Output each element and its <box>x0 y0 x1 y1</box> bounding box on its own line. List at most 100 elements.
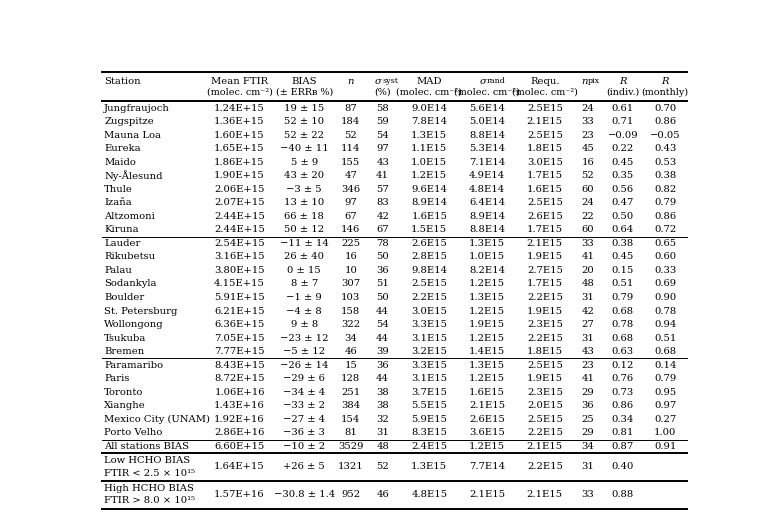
Text: 3529: 3529 <box>338 442 364 451</box>
Text: 1.2E15: 1.2E15 <box>469 279 505 289</box>
Text: 0.60: 0.60 <box>654 252 676 262</box>
Text: 0.14: 0.14 <box>654 361 676 370</box>
Text: 0.78: 0.78 <box>611 320 634 329</box>
Text: −11 ± 14: −11 ± 14 <box>280 239 328 248</box>
Text: 50 ± 12: 50 ± 12 <box>284 225 324 235</box>
Text: 16: 16 <box>581 158 594 166</box>
Text: 4.8E15: 4.8E15 <box>411 490 447 499</box>
Text: −3 ± 5: −3 ± 5 <box>286 185 322 194</box>
Text: 2.4E15: 2.4E15 <box>411 442 447 451</box>
Text: 2.6E15: 2.6E15 <box>527 212 563 221</box>
Text: 78: 78 <box>377 239 389 248</box>
Text: R: R <box>619 77 627 86</box>
Text: Xianghe: Xianghe <box>104 401 146 410</box>
Text: 1.8E15: 1.8E15 <box>527 144 563 153</box>
Text: Paris: Paris <box>104 374 130 383</box>
Text: 0.95: 0.95 <box>654 388 676 397</box>
Text: 9.0E14: 9.0E14 <box>411 103 447 112</box>
Text: (indiv.): (indiv.) <box>606 88 640 97</box>
Text: 22: 22 <box>581 212 594 221</box>
Text: (molec. cm⁻²): (molec. cm⁻²) <box>206 88 272 97</box>
Text: 0.87: 0.87 <box>611 442 634 451</box>
Text: 2.3E15: 2.3E15 <box>527 320 563 329</box>
Text: 2.07E+15: 2.07E+15 <box>214 198 265 207</box>
Text: 44: 44 <box>376 333 389 343</box>
Text: 31: 31 <box>581 293 594 302</box>
Text: 8.3E15: 8.3E15 <box>411 428 447 437</box>
Text: −34 ± 4: −34 ± 4 <box>283 388 325 397</box>
Text: 0.79: 0.79 <box>654 198 676 207</box>
Text: 322: 322 <box>341 320 360 329</box>
Text: 0.78: 0.78 <box>654 306 676 316</box>
Text: 15: 15 <box>344 361 357 370</box>
Text: rand: rand <box>486 77 505 85</box>
Text: −4 ± 8: −4 ± 8 <box>286 306 322 316</box>
Text: 10: 10 <box>344 266 357 275</box>
Text: BIAS: BIAS <box>291 77 317 86</box>
Text: 1.9E15: 1.9E15 <box>527 252 563 262</box>
Text: 3.7E15: 3.7E15 <box>411 388 447 397</box>
Text: 2.7E15: 2.7E15 <box>527 266 563 275</box>
Text: pix: pix <box>588 77 600 85</box>
Text: 2.2E15: 2.2E15 <box>527 462 563 472</box>
Text: 6.21E+15: 6.21E+15 <box>214 306 265 316</box>
Text: FTIR < 2.5 × 10¹⁵: FTIR < 2.5 × 10¹⁵ <box>104 469 195 477</box>
Text: 0.65: 0.65 <box>654 239 676 248</box>
Text: Paramaribo: Paramaribo <box>104 361 163 370</box>
Text: Jungfraujoch: Jungfraujoch <box>104 103 170 112</box>
Text: 3.1E15: 3.1E15 <box>411 374 447 383</box>
Text: 1.2E15: 1.2E15 <box>469 442 505 451</box>
Text: 3.80E+15: 3.80E+15 <box>214 266 265 275</box>
Text: 0.33: 0.33 <box>654 266 676 275</box>
Text: n: n <box>581 77 588 86</box>
Text: 1.9E15: 1.9E15 <box>527 374 563 383</box>
Text: 3.3E15: 3.3E15 <box>411 320 447 329</box>
Text: σ: σ <box>375 77 382 86</box>
Text: 2.6E15: 2.6E15 <box>411 239 447 248</box>
Text: −40 ± 11: −40 ± 11 <box>280 144 328 153</box>
Text: 42: 42 <box>581 306 594 316</box>
Text: 103: 103 <box>341 293 360 302</box>
Text: 97: 97 <box>377 144 389 153</box>
Text: 44: 44 <box>376 306 389 316</box>
Text: 0.56: 0.56 <box>611 185 634 194</box>
Text: 0.97: 0.97 <box>654 401 676 410</box>
Text: 0.47: 0.47 <box>611 198 634 207</box>
Text: 7.05E+15: 7.05E+15 <box>214 333 265 343</box>
Text: 1.3E15: 1.3E15 <box>411 462 447 472</box>
Text: 3.1E15: 3.1E15 <box>411 333 447 343</box>
Text: (± ERRʙ %): (± ERRʙ %) <box>275 88 333 97</box>
Text: 1.5E15: 1.5E15 <box>411 225 447 235</box>
Text: 7.77E+15: 7.77E+15 <box>214 347 265 356</box>
Text: Tsukuba: Tsukuba <box>104 333 146 343</box>
Text: syst: syst <box>382 77 398 85</box>
Text: −0.05: −0.05 <box>650 131 680 139</box>
Text: 2.1E15: 2.1E15 <box>469 490 505 499</box>
Text: Wollongong: Wollongong <box>104 320 164 329</box>
Text: 2.5E15: 2.5E15 <box>527 131 563 139</box>
Text: 0.45: 0.45 <box>611 158 634 166</box>
Text: 0.86: 0.86 <box>654 212 676 221</box>
Text: 0.81: 0.81 <box>611 428 634 437</box>
Text: 36: 36 <box>377 361 389 370</box>
Text: 0.90: 0.90 <box>654 293 676 302</box>
Text: 0.79: 0.79 <box>611 293 634 302</box>
Text: −10 ± 2: −10 ± 2 <box>283 442 325 451</box>
Text: 2.5E15: 2.5E15 <box>527 415 563 424</box>
Text: 1.6E15: 1.6E15 <box>411 212 447 221</box>
Text: 0.50: 0.50 <box>611 212 634 221</box>
Text: 128: 128 <box>341 374 360 383</box>
Text: 3.2E15: 3.2E15 <box>411 347 447 356</box>
Text: 1.7E15: 1.7E15 <box>527 225 563 235</box>
Text: High HCHO BIAS: High HCHO BIAS <box>104 484 194 493</box>
Text: 43 ± 20: 43 ± 20 <box>284 171 324 180</box>
Text: 0.72: 0.72 <box>654 225 676 235</box>
Text: 1.57E+16: 1.57E+16 <box>214 490 265 499</box>
Text: −33 ± 2: −33 ± 2 <box>283 401 325 410</box>
Text: 16: 16 <box>344 252 357 262</box>
Text: 13 ± 10: 13 ± 10 <box>284 198 324 207</box>
Text: St. Petersburg: St. Petersburg <box>104 306 178 316</box>
Text: Ny-Ålesund: Ny-Ålesund <box>104 170 163 181</box>
Text: 0.69: 0.69 <box>654 279 676 289</box>
Text: 51: 51 <box>377 279 389 289</box>
